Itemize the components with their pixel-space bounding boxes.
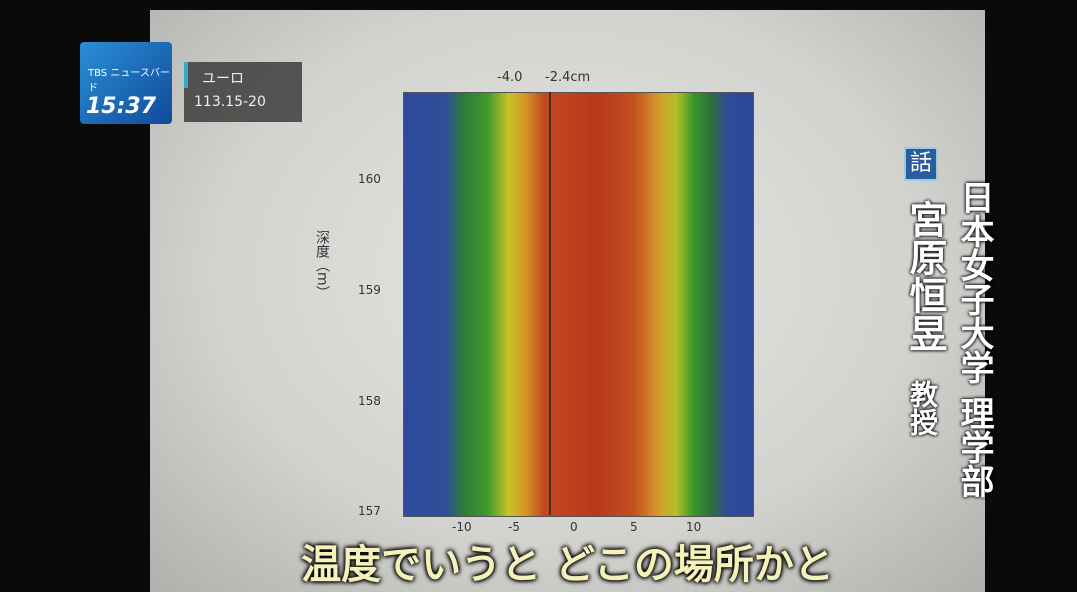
tv-frame: TBS ニュースバード 15:37 ユーロ 113.15-20 -4.0 -2.…	[0, 0, 1077, 592]
top-label: -2.4cm	[545, 70, 590, 85]
y-tick-label: 157	[358, 504, 381, 518]
heatmap	[403, 92, 754, 517]
market-box: ユーロ 113.15-20	[184, 62, 302, 122]
subtitle: 温度でいうと どこの場所かと	[150, 532, 985, 590]
y-axis-label: 深度（m）	[312, 230, 332, 300]
market-name: ユーロ	[184, 62, 302, 88]
top-label: -4.0	[497, 70, 522, 85]
speaker-role: 教授	[902, 380, 942, 436]
speaker-affiliation: 日本女子大学 理学部	[950, 180, 999, 498]
market-rate: 113.15-20	[184, 88, 302, 110]
speaker-badge: 話	[904, 147, 938, 181]
reference-line	[549, 92, 551, 515]
logo-text: TBS ニュースバード	[80, 42, 172, 94]
speaker-name: 宮原恒昱	[898, 200, 953, 352]
y-tick-label: 159	[358, 283, 381, 297]
y-tick-label: 158	[358, 394, 381, 408]
clock: 15:37	[80, 94, 172, 119]
channel-logo: TBS ニュースバード 15:37	[80, 42, 172, 124]
y-tick-label: 160	[358, 172, 381, 186]
